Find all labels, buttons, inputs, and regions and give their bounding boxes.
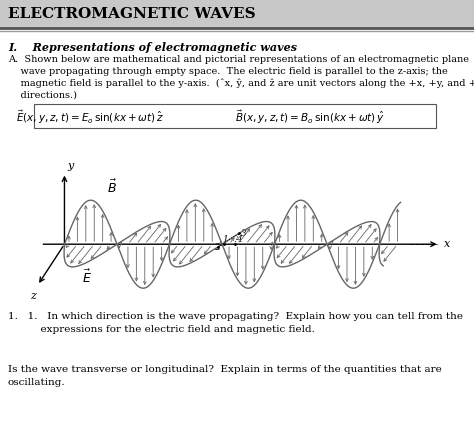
Text: 3: 3 <box>241 229 246 238</box>
Text: A.  Shown below are mathematical and pictorial representations of an electromagn: A. Shown below are mathematical and pict… <box>8 55 469 64</box>
Text: $\vec{B}$: $\vec{B}$ <box>107 179 117 196</box>
Text: x: x <box>444 239 450 249</box>
Text: Is the wave transverse or longitudinal?  Explain in terms of the quantities that: Is the wave transverse or longitudinal? … <box>8 365 442 374</box>
Text: 2: 2 <box>214 243 220 252</box>
Text: y: y <box>67 161 73 171</box>
Text: magnetic field is parallel to the y-axis.  (ˆx, ŷ, and ẑ are unit vectors along : magnetic field is parallel to the y-axis… <box>8 79 474 88</box>
Text: $\vec{E}$: $\vec{E}$ <box>82 268 92 286</box>
Text: 4: 4 <box>236 235 242 244</box>
Text: I.    Representations of electromagnetic waves: I. Representations of electromagnetic wa… <box>8 42 297 53</box>
Text: wave propagating through empty space.  The electric field is parallel to the z-a: wave propagating through empty space. Th… <box>8 67 448 76</box>
Text: 1: 1 <box>223 235 228 244</box>
Text: oscillating.: oscillating. <box>8 378 65 387</box>
Text: ELECTROMAGNETIC WAVES: ELECTROMAGNETIC WAVES <box>8 7 255 21</box>
Text: $\vec{E}(x, y, z, t) = E_o\,\sin(kx + \omega t)\,\hat{z}$: $\vec{E}(x, y, z, t) = E_o\,\sin(kx + \o… <box>16 108 164 126</box>
Text: expressions for the electric field and magnetic field.: expressions for the electric field and m… <box>8 325 315 334</box>
FancyBboxPatch shape <box>34 104 436 128</box>
Bar <box>0 0 474 28</box>
Text: z: z <box>30 291 36 301</box>
Text: 1.   1.   In which direction is the wave propagating?  Explain how you can tell : 1. 1. In which direction is the wave pro… <box>8 312 463 321</box>
Text: $\vec{B}(x, y, z, t) = B_o\,\sin(kx + \omega t)\,\hat{y}$: $\vec{B}(x, y, z, t) = B_o\,\sin(kx + \o… <box>235 108 385 126</box>
Text: directions.): directions.) <box>8 91 77 100</box>
